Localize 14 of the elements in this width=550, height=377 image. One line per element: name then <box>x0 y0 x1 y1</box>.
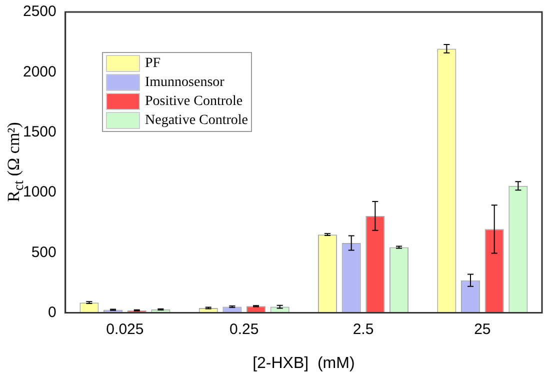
legend-label: Positive Controle <box>145 94 243 110</box>
legend-label: Imunnosensor <box>145 74 224 90</box>
x-tick-label: 2.5 <box>352 320 374 338</box>
y-tick-label: 2500 <box>22 3 56 20</box>
y-tick-label: 2000 <box>22 63 56 80</box>
legend-label: Negative Controle <box>145 112 248 128</box>
y-tick-label: 0 <box>48 304 56 321</box>
x-tick-label: 0.025 <box>106 320 144 338</box>
legend-label: PF <box>145 56 161 72</box>
x-tick-label: 0.25 <box>230 320 259 338</box>
x-tick-label: 25 <box>474 320 491 338</box>
x-axis-title: [2-HXB] (mM) <box>252 354 355 372</box>
y-tick-label: 1500 <box>22 123 56 140</box>
y-tick-label: 500 <box>31 244 56 261</box>
